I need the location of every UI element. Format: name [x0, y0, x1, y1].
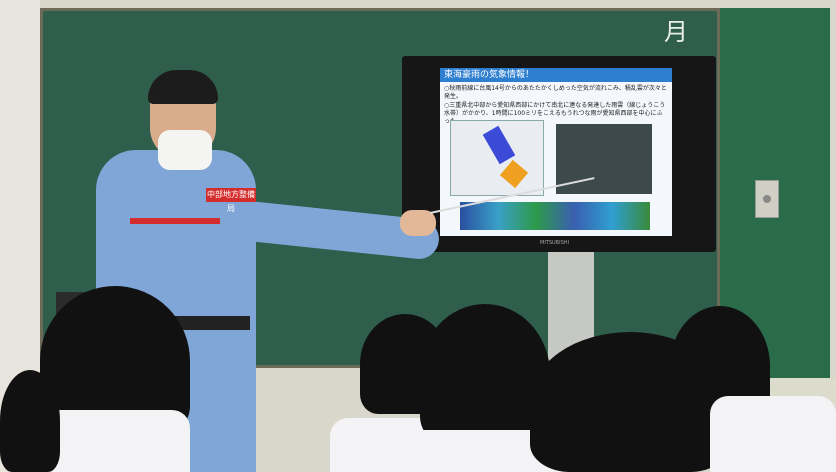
- radar-strip: [460, 202, 650, 230]
- slide-title: 東海豪雨の気象情報！: [440, 68, 672, 82]
- presenter-hair: [148, 70, 218, 104]
- student-shirt: [40, 410, 190, 472]
- light-switch: [755, 180, 779, 218]
- student-head: [420, 304, 550, 444]
- student-shirt: [710, 396, 836, 472]
- presenter-hand: [400, 210, 436, 236]
- tv-screen: 東海豪雨の気象情報！ ○秋雨前線に台風14号からのあたたかくしめった空気が流れこ…: [440, 68, 672, 236]
- uniform-stripe: [130, 218, 254, 224]
- tv-brand: MITSUBISHI: [540, 240, 569, 246]
- name-badge: 中部地方整備局: [206, 188, 256, 213]
- student-head: [0, 370, 60, 472]
- face-mask: [158, 130, 212, 170]
- chalk-writing: 月: [664, 18, 688, 46]
- slide-bullet: ○秋雨前線に台風14号からのあたたかくしめった空気が流れこみ、積乱雲が次々と発生…: [444, 85, 667, 100]
